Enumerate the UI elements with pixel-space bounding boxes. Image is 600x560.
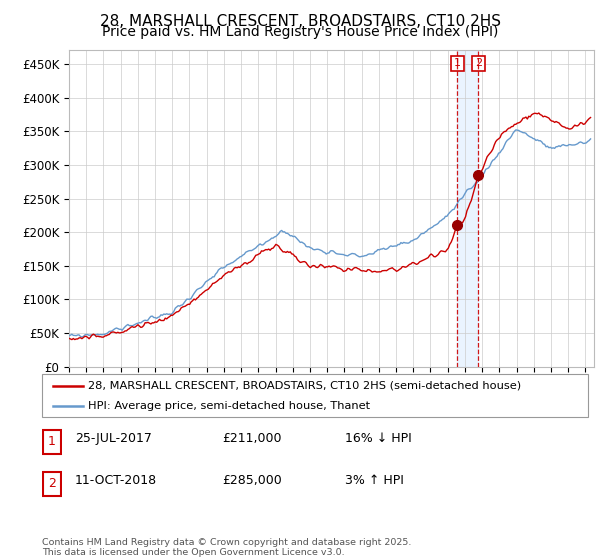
Text: 1: 1 xyxy=(48,435,56,449)
Text: Price paid vs. HM Land Registry's House Price Index (HPI): Price paid vs. HM Land Registry's House … xyxy=(102,25,498,39)
Text: 2: 2 xyxy=(475,58,482,68)
Bar xyxy=(43,430,61,454)
Text: 3% ↑ HPI: 3% ↑ HPI xyxy=(345,474,404,487)
Text: 28, MARSHALL CRESCENT, BROADSTAIRS, CT10 2HS: 28, MARSHALL CRESCENT, BROADSTAIRS, CT10… xyxy=(100,14,500,29)
Text: 11-OCT-2018: 11-OCT-2018 xyxy=(75,474,157,487)
Text: Contains HM Land Registry data © Crown copyright and database right 2025.
This d: Contains HM Land Registry data © Crown c… xyxy=(42,538,412,557)
Text: 25-JUL-2017: 25-JUL-2017 xyxy=(75,432,152,445)
Text: 2: 2 xyxy=(48,477,56,491)
Text: 28, MARSHALL CRESCENT, BROADSTAIRS, CT10 2HS (semi-detached house): 28, MARSHALL CRESCENT, BROADSTAIRS, CT10… xyxy=(88,381,521,391)
Bar xyxy=(43,472,61,496)
Text: £211,000: £211,000 xyxy=(222,432,281,445)
Bar xyxy=(457,50,478,367)
Text: 16% ↓ HPI: 16% ↓ HPI xyxy=(345,432,412,445)
Text: 1: 1 xyxy=(454,58,461,68)
Text: HPI: Average price, semi-detached house, Thanet: HPI: Average price, semi-detached house,… xyxy=(88,400,371,410)
Text: £285,000: £285,000 xyxy=(222,474,282,487)
